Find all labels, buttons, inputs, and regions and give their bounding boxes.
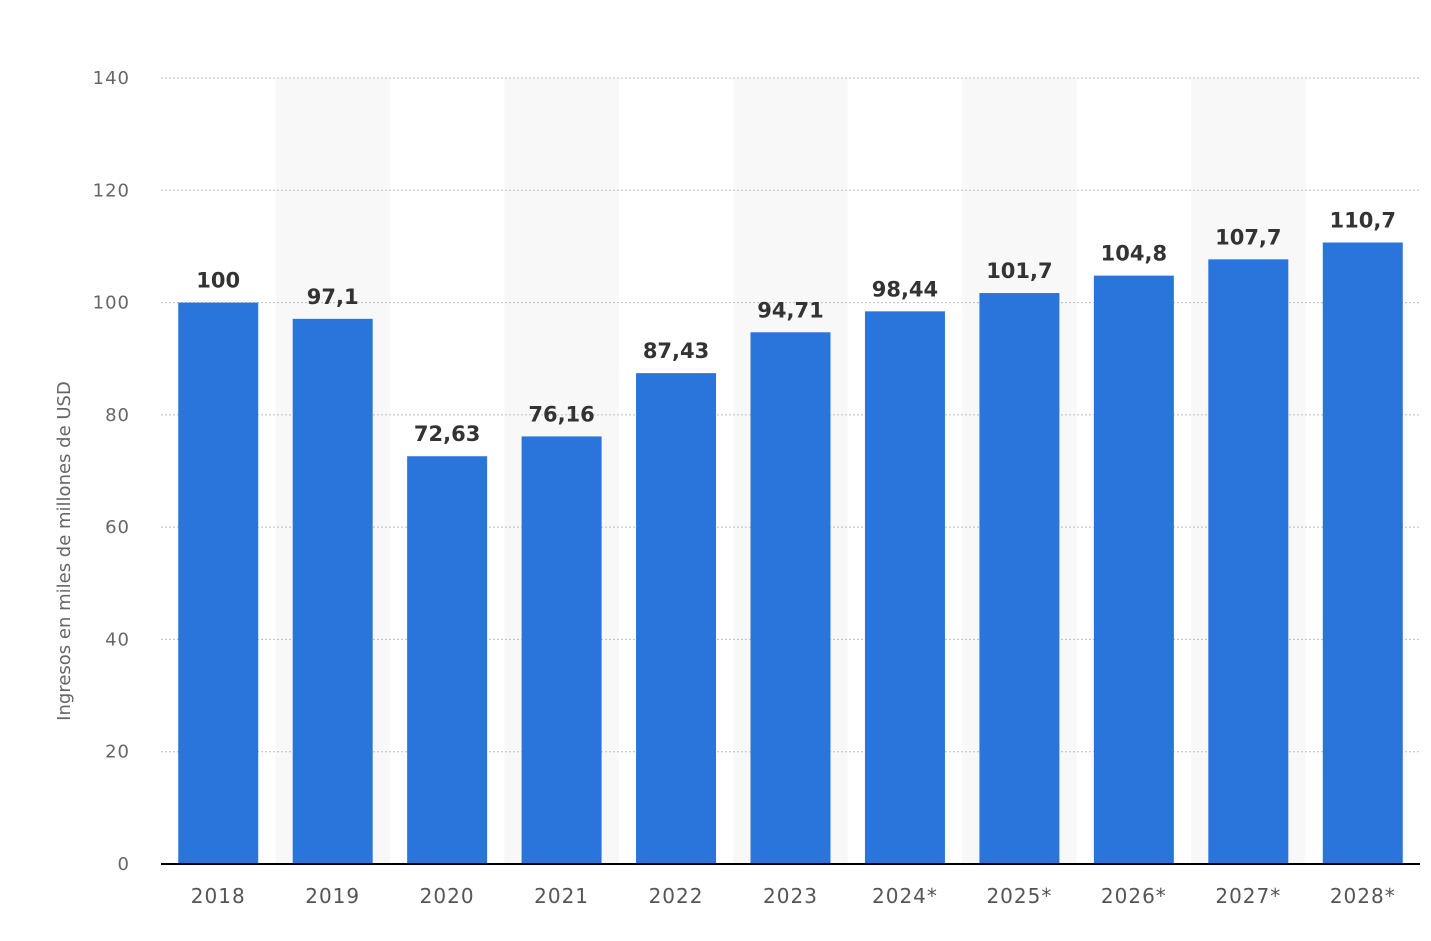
- y-tick-label: 40: [105, 629, 130, 650]
- x-tick-label-2019: 2019: [305, 884, 360, 908]
- y-axis-label: Ingresos en miles de millones de USD: [54, 381, 75, 721]
- data-label-2023: 94,71: [757, 298, 823, 322]
- bar-2024*: [864, 311, 945, 864]
- y-tick-label: 20: [105, 742, 130, 763]
- y-tick-label: 60: [105, 517, 130, 538]
- y-tick-label: 80: [105, 405, 130, 426]
- data-label-2025*: 101,7: [986, 259, 1052, 283]
- y-tick-label: 0: [118, 854, 130, 875]
- bar-2020: [407, 456, 488, 864]
- x-tick-label-2023: 2023: [763, 884, 818, 908]
- x-tick-label-2022: 2022: [649, 884, 704, 908]
- x-tick-label-2026*: 2026*: [1101, 884, 1167, 908]
- x-tick-label-2024*: 2024*: [872, 884, 938, 908]
- bar-2025*: [979, 293, 1060, 865]
- x-tick-label-2027*: 2027*: [1215, 884, 1281, 908]
- x-axis-ticks: 2018 2019 2020 2021 2022 2023 2024* 2025* 2026* 2…: [191, 884, 1396, 908]
- data-labels: 100 97,1 72,63 76,16 87,43 94,71 98,44 101,7 104…: [196, 208, 1396, 446]
- x-tick-label-2020: 2020: [420, 884, 475, 908]
- bar-2021: [521, 436, 602, 864]
- data-label-2028*: 110,7: [1330, 208, 1396, 232]
- data-label-2022: 87,43: [643, 339, 709, 363]
- data-label-2020: 72,63: [414, 422, 480, 446]
- bar-2019: [292, 318, 373, 864]
- x-tick-label-2021: 2021: [534, 884, 589, 908]
- data-label-2027*: 107,7: [1215, 225, 1281, 249]
- data-label-2026*: 104,8: [1101, 242, 1167, 266]
- x-tick-label-2028*: 2028*: [1330, 884, 1396, 908]
- data-label-2019: 97,1: [307, 285, 359, 309]
- data-label-2024*: 98,44: [872, 277, 938, 301]
- bar-2022: [636, 373, 717, 864]
- y-tick-label: 140: [93, 68, 130, 89]
- y-tick-label: 120: [93, 180, 130, 201]
- y-axis-ticks: 0 20 40 60 80 100 120 140: [93, 68, 130, 875]
- x-tick-label-2018: 2018: [191, 884, 246, 908]
- bar-2023: [750, 332, 831, 864]
- bar-2018: [178, 302, 259, 865]
- data-label-2021: 76,16: [528, 402, 594, 426]
- y-tick-label: 100: [93, 293, 130, 314]
- x-tick-label-2025*: 2025*: [986, 884, 1052, 908]
- data-label-2018: 100: [196, 269, 240, 293]
- bars: [178, 242, 1403, 865]
- bar-2028*: [1322, 242, 1403, 865]
- bar-2027*: [1208, 259, 1289, 864]
- bar-2026*: [1093, 275, 1174, 864]
